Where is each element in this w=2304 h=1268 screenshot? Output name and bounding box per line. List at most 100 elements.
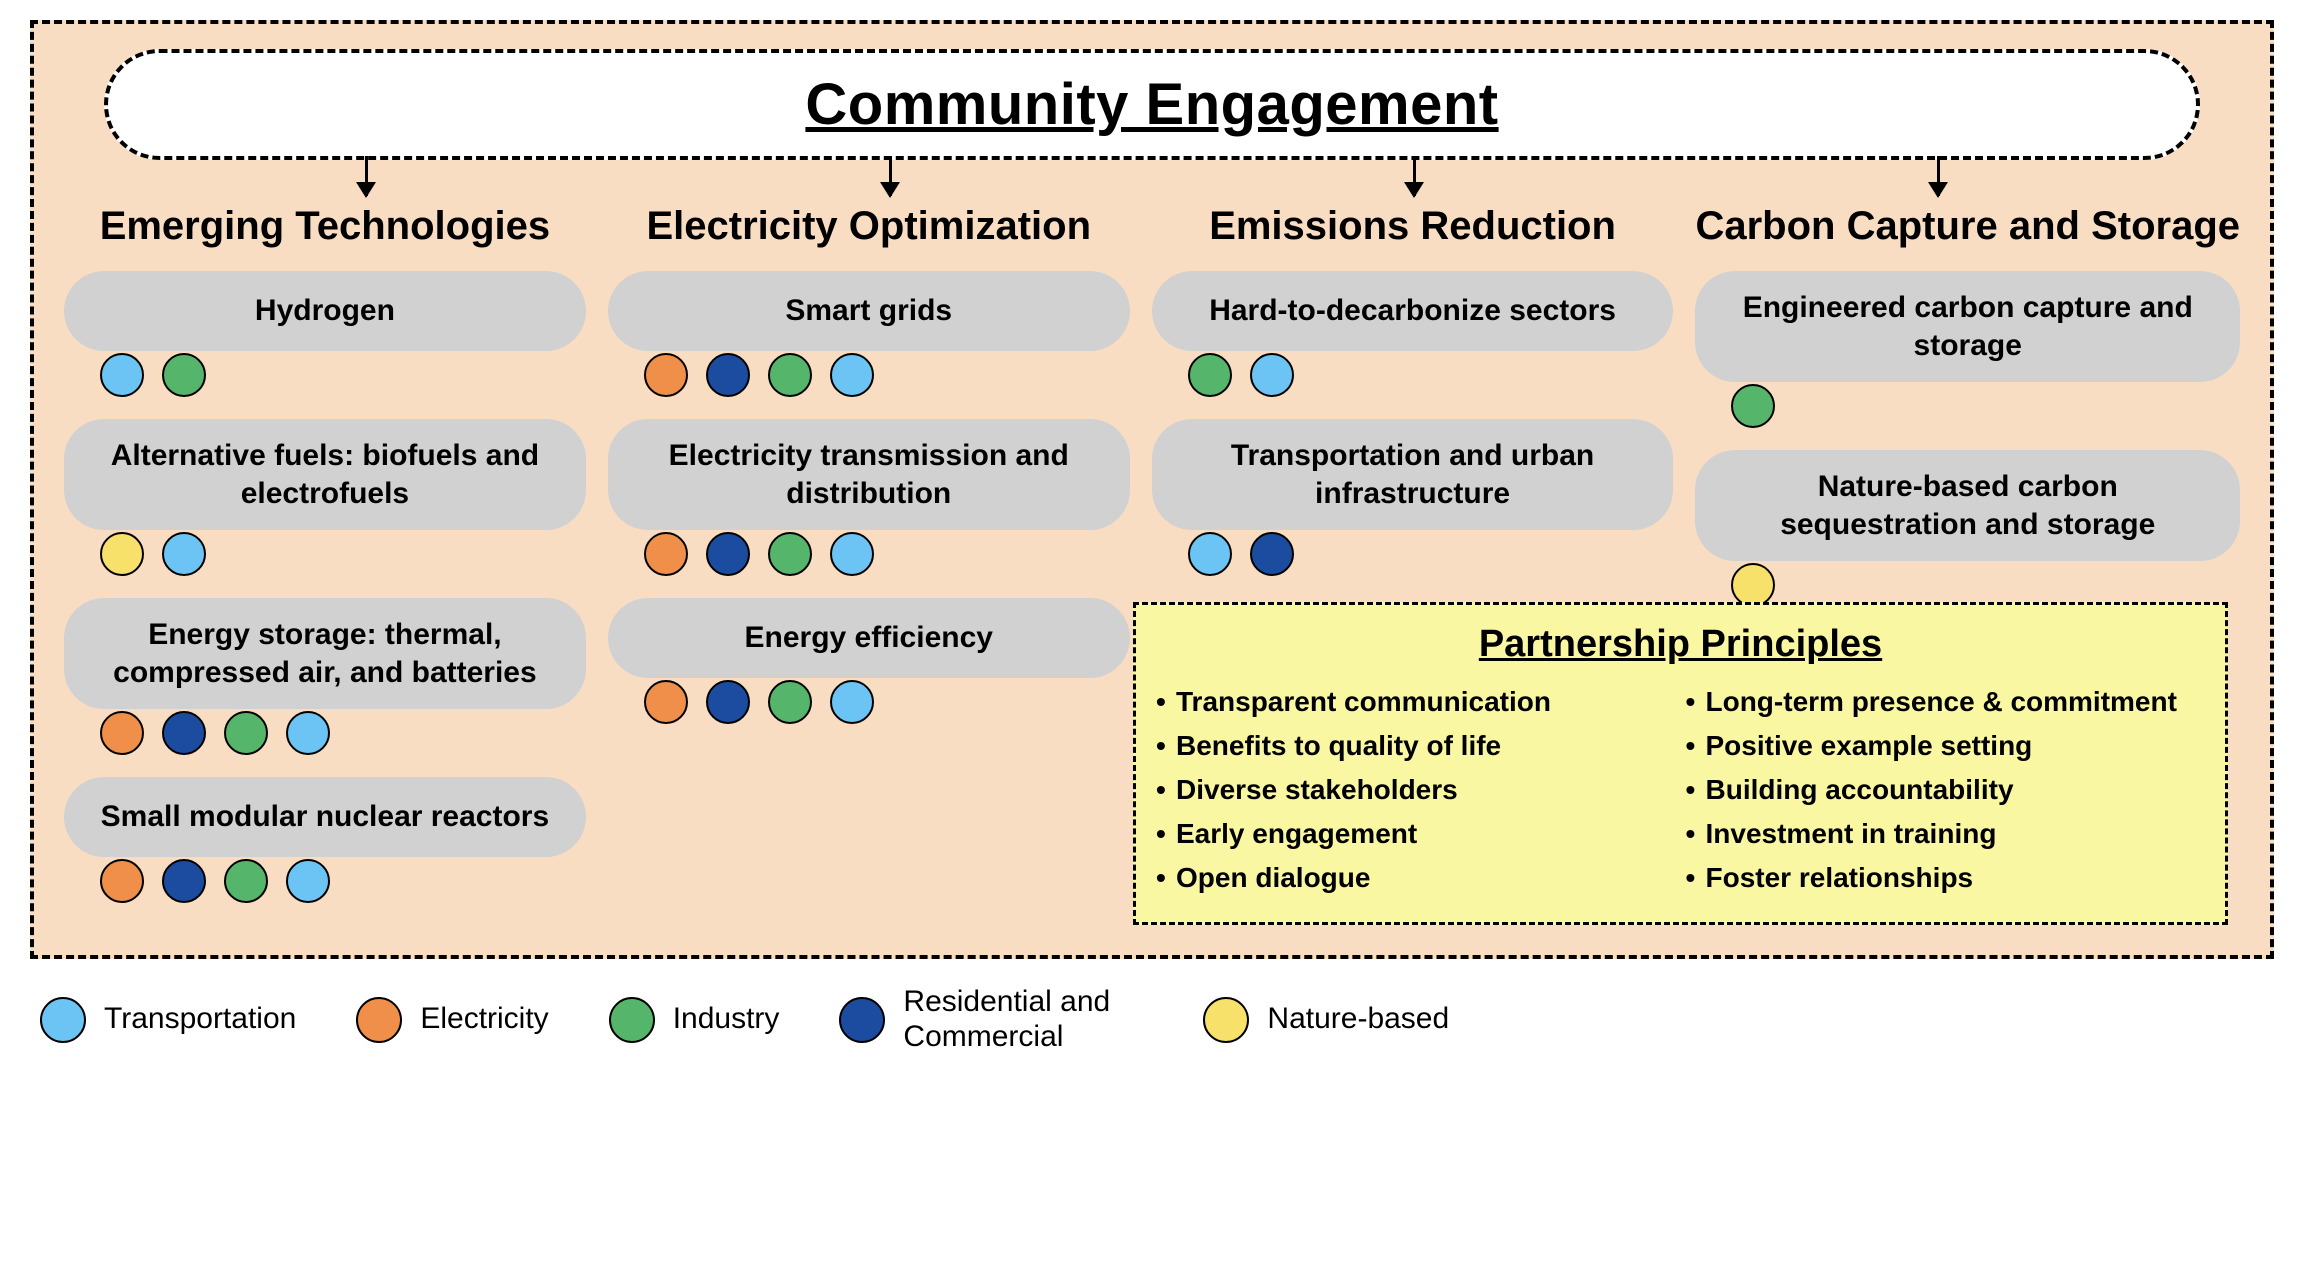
legend-item: Electricity: [356, 997, 548, 1043]
column-heading: Electricity Optimization: [608, 204, 1130, 249]
dots-row: [64, 711, 586, 755]
card: Engineered carbon capture and storage: [1695, 271, 2240, 382]
title-box: Community Engagement: [104, 49, 2200, 160]
industry-dot-icon: [1731, 384, 1775, 428]
transportation-dot-icon: [1188, 532, 1232, 576]
transportation-dot-icon: [830, 532, 874, 576]
principles-title: Partnership Principles: [1166, 623, 2195, 666]
card-label: Electricity transmission and distributio…: [638, 437, 1100, 512]
dots-row: [1152, 353, 1674, 397]
card: Alternative fuels: biofuels and electrof…: [64, 419, 586, 530]
title-text: Community Engagement: [148, 71, 2156, 138]
principles-box: Partnership Principles Transparent commu…: [1133, 602, 2228, 925]
industry-dot-icon: [224, 859, 268, 903]
dots-row: [1695, 563, 2240, 607]
legend-label: Electricity: [420, 1002, 548, 1037]
electricity-dot-icon: [100, 711, 144, 755]
principle-item: Foster relationships: [1696, 856, 2196, 900]
residential-legend-dot-icon: [839, 997, 885, 1043]
transportation-dot-icon: [286, 711, 330, 755]
legend: Transportation Electricity Industry Residen…: [30, 985, 2274, 1054]
card-label: Hydrogen: [255, 292, 395, 330]
nature-dot-icon: [1731, 563, 1775, 607]
legend-item: Nature-based: [1203, 997, 1449, 1043]
arrow-icon: [1413, 156, 1416, 196]
card: Energy efficiency: [608, 598, 1130, 678]
card-label: Energy storage: thermal, compressed air,…: [94, 616, 556, 691]
column-heading: Emissions Reduction: [1152, 204, 1674, 249]
card-label: Smart grids: [785, 292, 952, 330]
industry-legend-dot-icon: [609, 997, 655, 1043]
column: Electricity Optimization Smart grids Elect…: [608, 204, 1130, 925]
dots-row: [64, 859, 586, 903]
electricity-dot-icon: [644, 532, 688, 576]
column-heading: Carbon Capture and Storage: [1695, 204, 2240, 249]
card: Smart grids: [608, 271, 1130, 351]
card-label: Hard-to-decarbonize sectors: [1209, 292, 1616, 330]
card: Small modular nuclear reactors: [64, 777, 586, 857]
nature-dot-icon: [100, 532, 144, 576]
electricity-dot-icon: [644, 680, 688, 724]
nature-legend-dot-icon: [1203, 997, 1249, 1043]
card: Transportation and urban infrastructure: [1152, 419, 1674, 530]
arrow-icon: [365, 156, 368, 196]
card-label: Transportation and urban infrastructure: [1182, 437, 1644, 512]
transportation-dot-icon: [162, 532, 206, 576]
principles-grid: Transparent communicationBenefits to qua…: [1166, 680, 2195, 900]
legend-item: Residential and Commercial: [839, 985, 1143, 1054]
diagram-main: Community Engagement Emerging Technologi…: [30, 20, 2274, 959]
legend-item: Transportation: [40, 997, 296, 1043]
legend-label: Transportation: [104, 1002, 296, 1037]
industry-dot-icon: [1188, 353, 1232, 397]
principles-left-col: Transparent communicationBenefits to qua…: [1166, 680, 1666, 900]
industry-dot-icon: [768, 532, 812, 576]
electricity-dot-icon: [100, 859, 144, 903]
electricity-dot-icon: [644, 353, 688, 397]
dots-row: [1695, 384, 2240, 428]
card: Electricity transmission and distributio…: [608, 419, 1130, 530]
dots-row: [64, 532, 586, 576]
transportation-dot-icon: [830, 353, 874, 397]
residential-dot-icon: [162, 859, 206, 903]
transportation-dot-icon: [100, 353, 144, 397]
card-label: Alternative fuels: biofuels and electrof…: [94, 437, 556, 512]
industry-dot-icon: [224, 711, 268, 755]
principles-right-col: Long-term presence & commitmentPositive …: [1696, 680, 2196, 900]
principle-item: Diverse stakeholders: [1166, 768, 1666, 812]
arrows-row: [64, 156, 2240, 196]
principle-item: Investment in training: [1696, 812, 2196, 856]
transportation-dot-icon: [830, 680, 874, 724]
industry-dot-icon: [162, 353, 206, 397]
card-label: Energy efficiency: [745, 619, 993, 657]
principle-item: Open dialogue: [1166, 856, 1666, 900]
card-label: Engineered carbon capture and storage: [1725, 289, 2210, 364]
arrow-icon: [889, 156, 892, 196]
dots-row: [608, 532, 1130, 576]
principle-item: Positive example setting: [1696, 724, 2196, 768]
principle-item: Long-term presence & commitment: [1696, 680, 2196, 724]
residential-dot-icon: [1250, 532, 1294, 576]
residential-dot-icon: [706, 353, 750, 397]
transportation-dot-icon: [286, 859, 330, 903]
legend-label: Residential and Commercial: [903, 985, 1143, 1054]
residential-dot-icon: [162, 711, 206, 755]
dots-row: [608, 680, 1130, 724]
card: Hydrogen: [64, 271, 586, 351]
industry-dot-icon: [768, 353, 812, 397]
legend-label: Nature-based: [1267, 1002, 1449, 1037]
card-label: Nature-based carbon sequestration and st…: [1725, 468, 2210, 543]
column-heading: Emerging Technologies: [64, 204, 586, 249]
card: Energy storage: thermal, compressed air,…: [64, 598, 586, 709]
residential-dot-icon: [706, 532, 750, 576]
legend-item: Industry: [609, 997, 780, 1043]
principle-item: Early engagement: [1166, 812, 1666, 856]
electricity-legend-dot-icon: [356, 997, 402, 1043]
industry-dot-icon: [768, 680, 812, 724]
card: Hard-to-decarbonize sectors: [1152, 271, 1674, 351]
transportation-legend-dot-icon: [40, 997, 86, 1043]
dots-row: [64, 353, 586, 397]
arrow-icon: [1937, 156, 1940, 196]
principle-item: Transparent communication: [1166, 680, 1666, 724]
legend-label: Industry: [673, 1002, 780, 1037]
principle-item: Benefits to quality of life: [1166, 724, 1666, 768]
